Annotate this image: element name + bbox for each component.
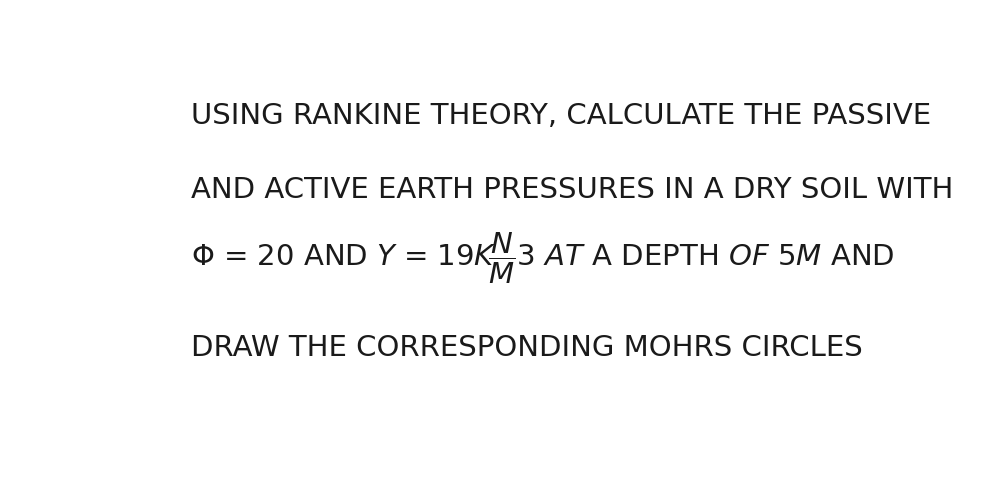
Text: $\it{\Phi}$ = 20 AND $\it{Y}$ = 19$\it{K}\!\dfrac{N}{M}$3 $\mathit{AT}$ A DEPTH : $\it{\Phi}$ = 20 AND $\it{Y}$ = 19$\it{K… (191, 231, 895, 286)
Text: AND ACTIVE EARTH PRESSURES IN A DRY SOIL WITH: AND ACTIVE EARTH PRESSURES IN A DRY SOIL… (191, 176, 954, 204)
Text: USING RANKINE THEORY, CALCULATE THE PASSIVE: USING RANKINE THEORY, CALCULATE THE PASS… (191, 101, 932, 129)
Text: DRAW THE CORRESPONDING MOHRS CIRCLES: DRAW THE CORRESPONDING MOHRS CIRCLES (191, 334, 863, 362)
